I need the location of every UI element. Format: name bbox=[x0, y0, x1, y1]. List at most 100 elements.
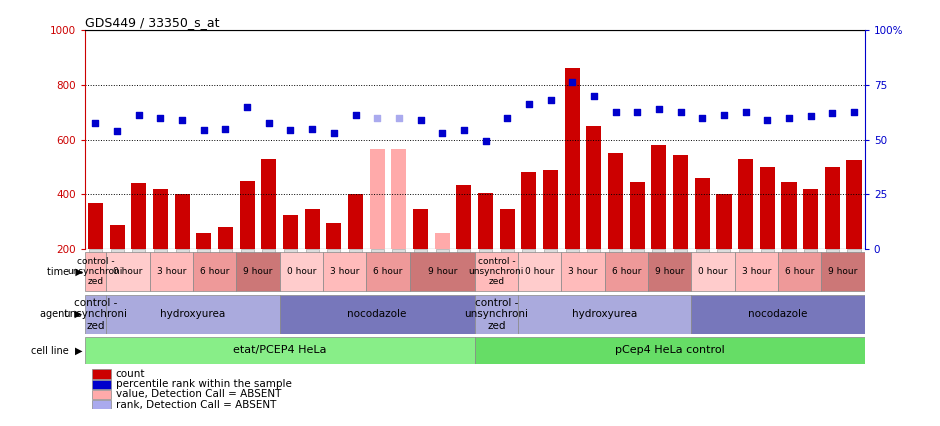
Point bbox=[175, 117, 190, 124]
Bar bbox=[280, 295, 475, 334]
Bar bbox=[92, 369, 111, 379]
Bar bbox=[132, 183, 147, 249]
Text: control -
unsynchroni
zed: control - unsynchroni zed bbox=[63, 298, 128, 331]
Text: 0 hour: 0 hour bbox=[113, 267, 143, 276]
Bar bbox=[85, 337, 475, 364]
Point bbox=[478, 138, 494, 144]
Point bbox=[196, 127, 212, 133]
Point bbox=[824, 110, 839, 117]
Point bbox=[803, 113, 818, 120]
Point bbox=[218, 125, 233, 132]
Text: 6 hour: 6 hour bbox=[785, 267, 814, 276]
Bar bbox=[648, 252, 692, 291]
Bar bbox=[348, 194, 363, 249]
Text: nocodazole: nocodazole bbox=[748, 309, 807, 319]
Text: 3 hour: 3 hour bbox=[157, 267, 186, 276]
Text: 6 hour: 6 hour bbox=[612, 267, 641, 276]
Point bbox=[369, 114, 384, 121]
Point bbox=[434, 129, 449, 136]
Bar bbox=[673, 155, 688, 249]
Point bbox=[760, 117, 775, 124]
Bar bbox=[692, 295, 865, 334]
Bar bbox=[153, 189, 168, 249]
Bar bbox=[604, 252, 648, 291]
Text: 9 hour: 9 hour bbox=[428, 267, 457, 276]
Text: 6 hour: 6 hour bbox=[200, 267, 229, 276]
Bar bbox=[518, 295, 692, 334]
Bar bbox=[85, 295, 106, 334]
Text: pCep4 HeLa control: pCep4 HeLa control bbox=[615, 345, 725, 355]
Bar bbox=[280, 252, 323, 291]
Bar bbox=[824, 167, 839, 249]
Text: time  ▶: time ▶ bbox=[47, 267, 83, 276]
Point bbox=[846, 109, 861, 115]
Bar bbox=[261, 159, 276, 249]
Text: 3 hour: 3 hour bbox=[569, 267, 598, 276]
Bar bbox=[522, 173, 537, 249]
Text: 9 hour: 9 hour bbox=[828, 267, 858, 276]
Point bbox=[391, 114, 406, 121]
Text: hydroxyurea: hydroxyurea bbox=[161, 309, 226, 319]
Bar bbox=[695, 178, 710, 249]
Bar bbox=[391, 149, 406, 249]
Bar bbox=[236, 252, 280, 291]
Point bbox=[651, 106, 666, 113]
Text: hydroxyurea: hydroxyurea bbox=[572, 309, 637, 319]
Text: etat/PCEP4 HeLa: etat/PCEP4 HeLa bbox=[233, 345, 326, 355]
Text: percentile rank within the sample: percentile rank within the sample bbox=[116, 379, 291, 389]
Point bbox=[500, 114, 515, 121]
Point bbox=[738, 109, 753, 115]
Bar bbox=[218, 227, 233, 249]
Bar bbox=[822, 252, 865, 291]
Text: control -
unsynchroni
zed: control - unsynchroni zed bbox=[68, 257, 123, 286]
Bar bbox=[500, 210, 515, 249]
Text: 6 hour: 6 hour bbox=[373, 267, 402, 276]
Bar bbox=[478, 193, 494, 249]
Bar bbox=[175, 194, 190, 249]
Point bbox=[153, 114, 168, 121]
Bar bbox=[283, 215, 298, 249]
Bar bbox=[367, 252, 410, 291]
Point bbox=[608, 109, 623, 115]
Point bbox=[781, 114, 796, 121]
Bar bbox=[738, 159, 753, 249]
Point bbox=[305, 125, 320, 132]
Bar bbox=[475, 295, 518, 334]
Point bbox=[326, 129, 341, 136]
Point bbox=[456, 127, 471, 133]
Bar bbox=[456, 185, 472, 249]
Bar bbox=[196, 233, 212, 249]
Text: 9 hour: 9 hour bbox=[243, 267, 273, 276]
Point bbox=[565, 78, 580, 85]
Point bbox=[348, 112, 363, 118]
Point bbox=[132, 112, 147, 118]
Text: agent  ▶: agent ▶ bbox=[40, 309, 83, 319]
Point bbox=[283, 127, 298, 133]
Bar bbox=[760, 167, 775, 249]
Point bbox=[673, 109, 688, 115]
Text: rank, Detection Call = ABSENT: rank, Detection Call = ABSENT bbox=[116, 400, 276, 410]
Text: control -
unsynchroni
zed: control - unsynchroni zed bbox=[469, 257, 525, 286]
Bar bbox=[92, 400, 111, 409]
Point bbox=[587, 92, 602, 99]
Bar bbox=[543, 170, 558, 249]
Text: value, Detection Call = ABSENT: value, Detection Call = ABSENT bbox=[116, 389, 281, 400]
Bar bbox=[778, 252, 822, 291]
Bar bbox=[518, 252, 561, 291]
Bar bbox=[193, 252, 236, 291]
Text: 3 hour: 3 hour bbox=[742, 267, 771, 276]
Bar bbox=[305, 210, 320, 249]
Bar bbox=[434, 233, 449, 249]
Bar bbox=[87, 203, 103, 249]
Bar bbox=[651, 145, 666, 249]
Bar bbox=[735, 252, 778, 291]
Point bbox=[110, 128, 125, 135]
Bar bbox=[846, 160, 862, 249]
Bar bbox=[326, 223, 341, 249]
Bar bbox=[475, 252, 518, 291]
Bar bbox=[692, 252, 735, 291]
Bar bbox=[410, 252, 475, 291]
Text: 0 hour: 0 hour bbox=[698, 267, 728, 276]
Bar bbox=[608, 153, 623, 249]
Point bbox=[522, 101, 537, 107]
